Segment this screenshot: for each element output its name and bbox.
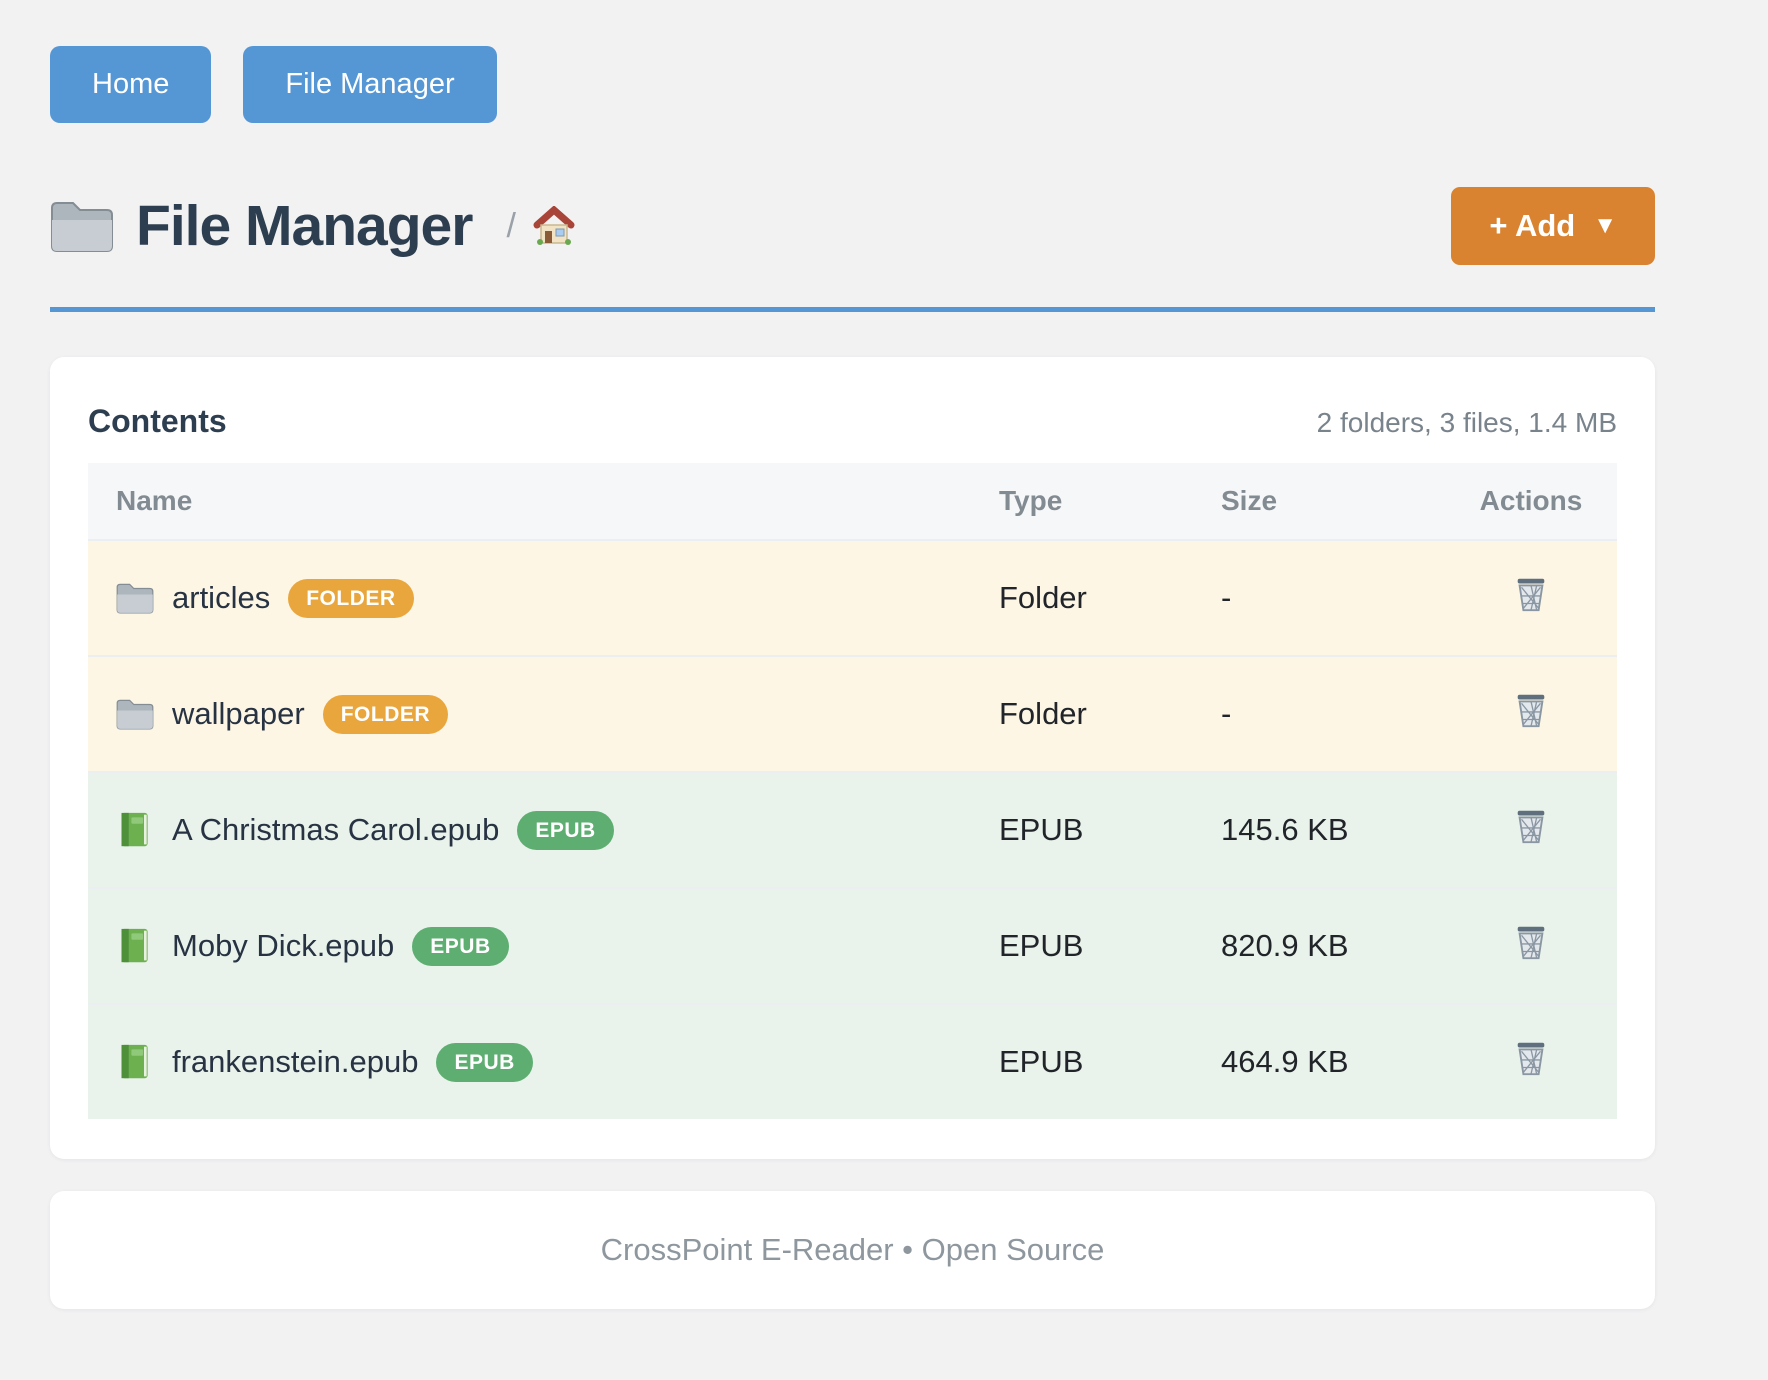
item-type: Folder (971, 656, 1193, 772)
table-row[interactable]: A Christmas Carol.epub EPUB EPUB 145.6 K… (88, 772, 1617, 888)
table-header-row: Name Type Size Actions (88, 463, 1617, 540)
file-manager-nav-button[interactable]: File Manager (243, 46, 496, 123)
title-group: File Manager / (50, 193, 576, 259)
trash-icon (1514, 807, 1548, 845)
epub-badge: EPUB (412, 927, 508, 966)
file-table: Name Type Size Actions articles FOLDER F… (88, 463, 1617, 1119)
item-link[interactable]: Moby Dick.epub (172, 928, 394, 964)
folder-icon (116, 696, 154, 732)
column-header-size: Size (1193, 463, 1445, 540)
delete-button[interactable] (1514, 575, 1548, 613)
delete-button[interactable] (1514, 691, 1548, 729)
item-type: EPUB (971, 772, 1193, 888)
delete-button[interactable] (1514, 807, 1548, 845)
delete-button[interactable] (1514, 923, 1548, 961)
table-row[interactable]: articles FOLDER Folder - (88, 540, 1617, 656)
folder-icon (116, 580, 154, 616)
item-size: - (1193, 656, 1445, 772)
item-size: 464.9 KB (1193, 1004, 1445, 1119)
item-type: Folder (971, 540, 1193, 656)
page-title: File Manager (136, 193, 472, 259)
page-header: File Manager / + Add ▼ (50, 187, 1655, 265)
epub-badge: EPUB (517, 811, 613, 850)
breadcrumb-separator: / (506, 207, 515, 246)
delete-button[interactable] (1514, 1039, 1548, 1077)
footer-text: CrossPoint E-Reader • Open Source (601, 1232, 1105, 1268)
folder-badge: FOLDER (288, 579, 413, 618)
top-nav: Home File Manager (50, 0, 1655, 123)
item-type: EPUB (971, 1004, 1193, 1119)
breadcrumb: / (506, 206, 575, 246)
epub-badge: EPUB (436, 1043, 532, 1082)
contents-card-header: Contents 2 folders, 3 files, 1.4 MB (88, 403, 1617, 440)
trash-icon (1514, 923, 1548, 961)
contents-heading: Contents (88, 403, 227, 440)
item-link[interactable]: wallpaper (172, 696, 305, 732)
trash-icon (1514, 575, 1548, 613)
page-content: Home File Manager File Manager / + Add ▼… (50, 0, 1655, 1309)
item-size: 145.6 KB (1193, 772, 1445, 888)
item-link[interactable]: frankenstein.epub (172, 1044, 418, 1080)
contents-card: Contents 2 folders, 3 files, 1.4 MB Name… (50, 357, 1655, 1159)
home-icon[interactable] (532, 206, 576, 246)
item-size: 820.9 KB (1193, 888, 1445, 1004)
column-header-name: Name (88, 463, 971, 540)
chevron-down-icon: ▼ (1593, 212, 1617, 240)
item-link[interactable]: articles (172, 580, 270, 616)
column-header-actions: Actions (1445, 463, 1617, 540)
footer: CrossPoint E-Reader • Open Source (50, 1191, 1655, 1309)
trash-icon (1514, 691, 1548, 729)
table-row[interactable]: frankenstein.epub EPUB EPUB 464.9 KB (88, 1004, 1617, 1119)
book-icon (116, 928, 154, 964)
home-nav-button[interactable]: Home (50, 46, 211, 123)
contents-summary: 2 folders, 3 files, 1.4 MB (1317, 407, 1617, 439)
trash-icon (1514, 1039, 1548, 1077)
add-button-label: + Add (1489, 208, 1575, 244)
table-row[interactable]: Moby Dick.epub EPUB EPUB 820.9 KB (88, 888, 1617, 1004)
table-row[interactable]: wallpaper FOLDER Folder - (88, 656, 1617, 772)
folder-badge: FOLDER (323, 695, 448, 734)
column-header-type: Type (971, 463, 1193, 540)
book-icon (116, 1044, 154, 1080)
item-size: - (1193, 540, 1445, 656)
item-link[interactable]: A Christmas Carol.epub (172, 812, 499, 848)
item-type: EPUB (971, 888, 1193, 1004)
book-icon (116, 812, 154, 848)
add-button[interactable]: + Add ▼ (1451, 187, 1655, 265)
header-divider (50, 307, 1655, 312)
folder-icon (50, 198, 114, 254)
